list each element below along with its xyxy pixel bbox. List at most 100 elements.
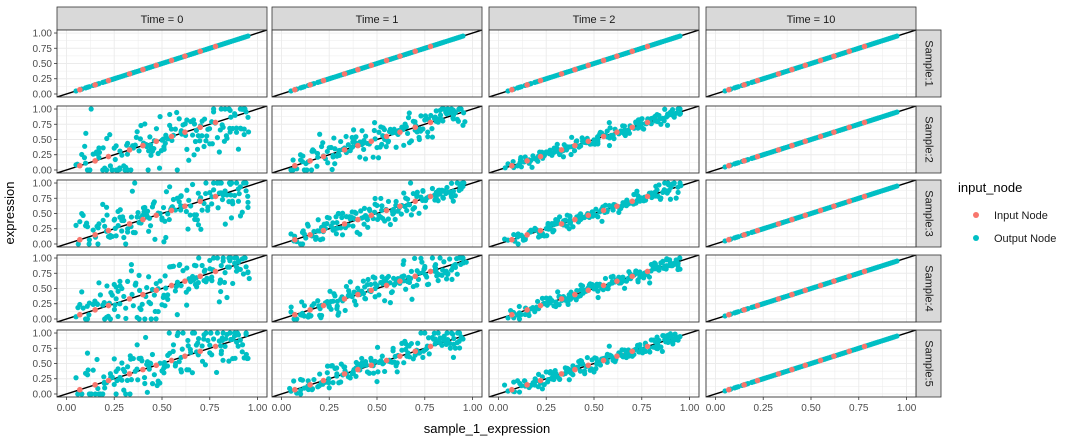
input-node-point [320,153,327,160]
y-tick-label: 0.50 [33,59,53,70]
output-node-point [111,356,117,362]
output-node-point [178,369,184,375]
output-node-point [151,372,157,378]
input-node-point [77,236,83,243]
panel-border [488,29,700,98]
input-node-point [831,278,837,284]
output-node-point [169,137,175,144]
output-node-point [449,276,455,283]
output-node-point [422,272,429,278]
output-node-point [290,167,296,173]
output-node-point [432,341,438,347]
output-node-point [567,220,573,226]
input-node-point [320,227,327,234]
output-node-point [243,188,249,194]
x-tick-label: 0.50 [152,403,172,414]
output-node-point [84,350,91,356]
input-node-point [77,386,83,393]
output-node-point [199,358,206,364]
output-node-point [96,154,102,161]
output-node-point [564,223,570,229]
output-node-point [420,188,426,194]
output-node-point [288,304,294,310]
input-node-point [140,66,146,73]
output-node-point [639,350,646,356]
output-node-point [194,217,200,223]
output-node-point [429,126,435,132]
output-node-point [444,337,450,343]
output-node-point [103,204,110,210]
output-node-point [223,336,229,342]
output-node-point [299,377,306,383]
output-node-point [330,220,336,226]
output-node-point [193,212,199,218]
output-node-point [117,301,123,307]
output-node-point [546,226,552,232]
output-node-point [450,116,456,122]
output-node-point [121,293,127,300]
output-node-point [146,228,152,234]
output-node-point [228,192,234,198]
output-node-point [593,212,599,218]
output-node-point [456,338,462,344]
output-node-point [96,149,103,156]
output-node-point [401,190,407,196]
output-node-point [380,361,386,367]
output-node-point [218,348,225,354]
output-node-point [320,140,326,146]
output-node-point [246,275,252,282]
input-node-point [412,198,419,205]
output-node-point [649,194,655,201]
input-node-point [182,353,188,359]
output-node-point [132,230,138,236]
input-node-point [412,48,419,55]
facet-panel [488,254,700,323]
output-node-point [208,330,214,336]
output-node-point [440,118,446,124]
input-node-point [412,124,419,131]
output-node-point [184,146,190,152]
input-node-point [754,227,761,234]
output-node-point [222,221,228,227]
output-node-point [303,235,309,241]
output-node-point [440,195,446,201]
output-node-point [379,353,385,359]
output-node-point [353,359,359,366]
panel-grid [489,330,699,397]
input-node-point [383,357,390,364]
input-node-point [153,62,160,69]
output-node-point [129,188,135,194]
output-node-point [550,371,556,378]
output-node-point [136,316,142,322]
input-node-point [861,343,868,350]
output-node-point [210,255,217,261]
input-node-point [320,77,327,84]
column-strip-label: Time = 0 [141,14,184,26]
output-node-point [379,274,385,280]
output-node-point [220,255,226,261]
output-node-point [77,301,83,308]
input-node-point [412,273,419,280]
facet-panel [56,329,268,398]
output-node-point [391,275,397,281]
output-node-point [311,376,317,383]
output-node-point [409,296,415,302]
output-node-point [310,147,316,153]
input-node-point [212,268,219,275]
output-node-point [88,106,94,112]
output-node-point [184,302,190,308]
input-node-point [126,147,133,153]
input-node-point [789,66,795,73]
output-node-point [641,275,647,281]
output-node-point [132,282,139,288]
output-node-point [362,284,368,290]
output-node-point [376,129,382,135]
output-node-point [664,122,671,128]
output-node-point [425,134,431,140]
output-node-point [370,370,377,376]
output-node-point [461,180,467,186]
output-node-point [176,199,182,205]
output-node-point [639,116,645,122]
output-node-point [153,126,160,132]
y-tick-label: 0.00 [33,389,53,400]
